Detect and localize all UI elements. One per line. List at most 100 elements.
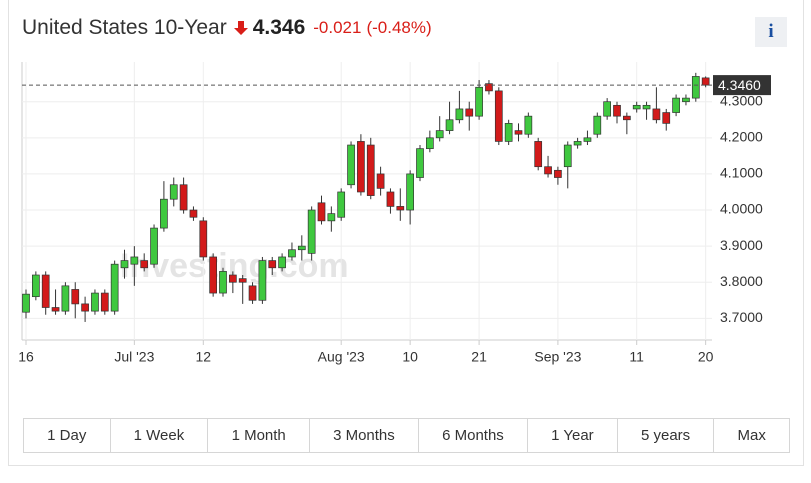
range-button[interactable]: 5 years xyxy=(616,419,714,452)
candle-body xyxy=(662,112,671,124)
y-tick-label: 4.3000 xyxy=(720,92,763,108)
x-tick-label: 12 xyxy=(196,349,212,365)
candle-body xyxy=(347,144,355,186)
candle-body xyxy=(91,292,99,312)
range-button[interactable]: Max xyxy=(713,419,789,452)
candle-body xyxy=(376,173,385,189)
candle-body xyxy=(327,213,336,222)
candle-body xyxy=(475,86,483,117)
candle-body xyxy=(701,77,710,86)
price: 4.346 xyxy=(252,16,306,39)
range-button[interactable]: 1 Month xyxy=(207,419,309,452)
candle-body xyxy=(268,260,277,269)
x-tick-label: 11 xyxy=(629,349,644,365)
card xyxy=(8,0,804,466)
candle-body xyxy=(426,137,434,149)
candle-body xyxy=(199,220,208,258)
header: United States 10-Year 4.346 -0.021 (-0.4… xyxy=(22,14,432,42)
candle-body xyxy=(514,130,523,135)
candle-body xyxy=(603,101,612,117)
candle-body xyxy=(150,227,158,265)
candle-body xyxy=(288,249,296,258)
candle-body xyxy=(485,83,493,92)
candle-body xyxy=(563,144,572,168)
candle-body xyxy=(337,191,346,218)
x-tick-label: Aug '23 xyxy=(318,349,365,365)
candle-body xyxy=(61,285,70,312)
candle-body xyxy=(258,260,267,301)
candle-body xyxy=(583,137,592,142)
candle-body xyxy=(22,293,30,313)
candle-body xyxy=(544,166,552,175)
y-tick-label: 3.8000 xyxy=(720,273,763,289)
range-button[interactable]: 3 Months xyxy=(308,419,418,452)
candle-body xyxy=(613,104,621,117)
candle-body xyxy=(386,191,395,207)
candle-body xyxy=(238,278,247,283)
candle-body xyxy=(465,108,474,117)
candle-body xyxy=(357,141,365,193)
candle-body xyxy=(534,141,543,168)
candle-body xyxy=(31,274,40,298)
candle-body xyxy=(169,184,178,200)
candle-body xyxy=(229,274,237,283)
candle-body xyxy=(632,104,641,110)
candle-body xyxy=(416,148,424,178)
x-tick-label: Jul '23 xyxy=(114,349,154,365)
range-button[interactable]: 1 Year xyxy=(526,419,617,452)
candle-body xyxy=(209,256,217,294)
candle-body xyxy=(41,274,50,308)
change: -0.021 xyxy=(313,18,362,37)
instrument-title: United States 10-Year xyxy=(22,16,227,39)
candle-body xyxy=(455,108,464,121)
candle-body xyxy=(81,303,89,312)
candle-body xyxy=(71,289,80,305)
candle-body xyxy=(120,260,129,269)
y-tick-label: 3.7000 xyxy=(720,309,763,325)
candle-body xyxy=(396,206,405,211)
candle-body xyxy=(554,169,562,178)
y-tick-label: 4.0000 xyxy=(720,201,763,217)
range-button[interactable]: 1 Day xyxy=(47,427,87,444)
candle-body xyxy=(524,115,533,135)
candle-body xyxy=(317,202,326,222)
y-tick-label: 4.1000 xyxy=(720,165,763,181)
candle-body xyxy=(593,115,602,135)
last-price-box xyxy=(713,75,771,96)
candle-body xyxy=(130,256,139,265)
candle-body xyxy=(652,108,661,121)
change-percent: (-0.48%) xyxy=(366,18,432,37)
candle-body xyxy=(248,285,257,301)
info-button[interactable]: i xyxy=(755,17,787,47)
x-tick-label: 20 xyxy=(698,349,714,365)
chart: Investing.com 3.70003.80003.90004.00004.… xyxy=(18,62,771,365)
candle-body xyxy=(406,173,414,211)
y-tick-label: 3.9000 xyxy=(720,237,763,253)
candle-body xyxy=(160,198,168,229)
candle-body xyxy=(219,271,227,294)
candle-body xyxy=(682,97,690,103)
candle-body xyxy=(307,209,316,254)
down-arrow xyxy=(233,21,248,35)
candle-body xyxy=(642,104,651,110)
candle-body xyxy=(179,184,188,211)
candle-body xyxy=(278,256,286,269)
candle-body xyxy=(100,292,109,312)
candle-body xyxy=(140,260,149,269)
candle-body xyxy=(445,119,454,131)
x-tick-label: Sep '23 xyxy=(534,349,581,365)
y-tick-label: 4.2000 xyxy=(720,129,763,145)
x-tick-label: 21 xyxy=(471,349,487,365)
candle-body xyxy=(297,245,306,251)
candle-body xyxy=(691,76,700,99)
range-button[interactable]: 6 Months xyxy=(417,419,527,452)
candle-body xyxy=(435,130,444,139)
range-buttons: 1 Day 1 Week 1 Month 3 Months 6 Months 1 Year… xyxy=(23,418,790,453)
candle-body xyxy=(189,209,198,218)
candle-body xyxy=(51,307,60,312)
range-button[interactable]: 1 Week xyxy=(109,419,208,452)
candle-body xyxy=(622,115,631,121)
candle-body xyxy=(672,97,680,113)
x-tick-label: 10 xyxy=(402,349,418,365)
